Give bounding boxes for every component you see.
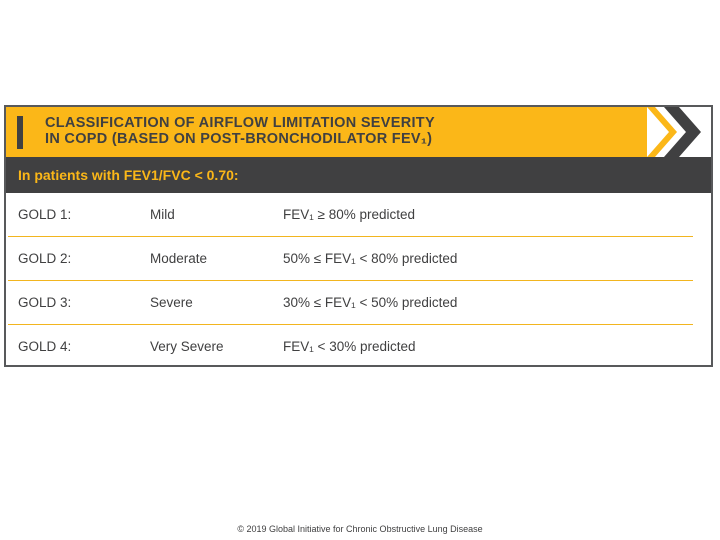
- gold-grade-label: GOLD 4:: [18, 339, 72, 354]
- title-banner: CLASSIFICATION OF AIRFLOW LIMITATION SEV…: [6, 107, 711, 157]
- table-row: GOLD 4: Very Severe FEV₁ < 30% predicted: [8, 325, 693, 365]
- table-row: GOLD 1: Mild FEV₁ ≥ 80% predicted: [8, 193, 693, 237]
- gold-grade-table: GOLD 1: Mild FEV₁ ≥ 80% predicted GOLD 2…: [6, 193, 711, 365]
- gold-grade-label: GOLD 2:: [18, 251, 72, 266]
- double-chevron-right-icon: [647, 107, 711, 157]
- severity-label: Moderate: [150, 251, 208, 266]
- criteria-subheader: In patients with FEV1/FVC < 0.70:: [6, 157, 711, 193]
- severity-label: Severe: [150, 295, 193, 310]
- panel-title-line-1: CLASSIFICATION OF AIRFLOW LIMITATION SEV…: [45, 115, 435, 131]
- gold-grade-label: GOLD 3:: [18, 295, 72, 310]
- fev1-criteria: FEV₁ ≥ 80% predicted: [283, 207, 416, 222]
- fev1-criteria: 50% ≤ FEV₁ < 80% predicted: [283, 251, 458, 266]
- panel-title-line-2: IN COPD (BASED ON POST-BRONCHODILATOR FE…: [45, 131, 433, 147]
- severity-label: Mild: [150, 207, 175, 222]
- severity-label: Very Severe: [150, 339, 224, 354]
- fev1-criteria: FEV₁ < 30% predicted: [283, 339, 416, 354]
- banner-accent-bar: [17, 116, 23, 149]
- copyright-footer: © 2019 Global Initiative for Chronic Obs…: [237, 524, 483, 534]
- panel-title: CLASSIFICATION OF AIRFLOW LIMITATION SEV…: [45, 115, 435, 147]
- classification-panel: CLASSIFICATION OF AIRFLOW LIMITATION SEV…: [4, 105, 713, 367]
- fev1-criteria: 30% ≤ FEV₁ < 50% predicted: [283, 295, 458, 310]
- table-row: GOLD 3: Severe 30% ≤ FEV₁ < 50% predicte…: [8, 281, 693, 325]
- table-row: GOLD 2: Moderate 50% ≤ FEV₁ < 80% predic…: [8, 237, 693, 281]
- gold-grade-label: GOLD 1:: [18, 207, 72, 222]
